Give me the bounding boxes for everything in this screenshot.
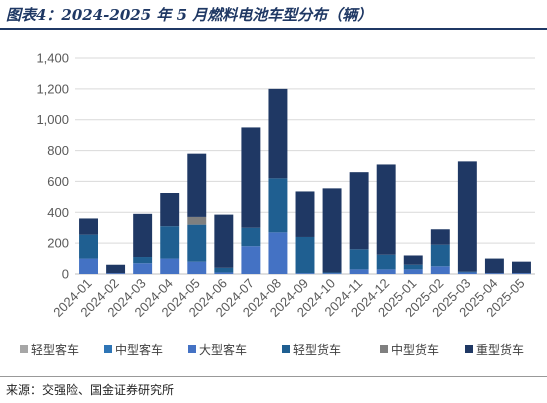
legend-swatch <box>380 345 388 353</box>
bar-segment <box>349 269 369 274</box>
bar-segment <box>484 258 504 274</box>
bar-segment <box>457 272 477 274</box>
bar-segment <box>133 263 153 274</box>
bar-segment <box>106 273 126 274</box>
y-tick-label: 1,400 <box>36 51 69 66</box>
legend-swatch <box>465 345 473 353</box>
legend-label: 大型客车 <box>199 342 247 357</box>
bar-segment <box>79 234 98 259</box>
y-tick-label: 400 <box>47 205 69 220</box>
bar-segment <box>268 88 288 179</box>
bar-segment <box>133 213 153 258</box>
bar-segment <box>187 216 207 225</box>
y-tick-label: 1,000 <box>36 112 69 127</box>
bar-segment <box>214 267 234 273</box>
bar-segment <box>241 127 261 228</box>
bar-segment <box>160 258 180 274</box>
bar-segment <box>457 161 477 272</box>
bar-segment <box>403 264 423 270</box>
bar-segment <box>133 257 153 264</box>
bar-segment <box>79 258 98 274</box>
legend-label: 中型客车 <box>115 342 163 357</box>
legend-swatch <box>104 345 112 353</box>
bar-segment <box>512 273 531 274</box>
bar-segment <box>376 254 396 270</box>
y-tick-label: 0 <box>62 267 69 282</box>
bar-segment <box>322 272 342 274</box>
bar-segment <box>430 266 450 274</box>
source-divider <box>0 376 547 377</box>
title-divider <box>0 28 547 30</box>
bar-segment <box>241 246 261 274</box>
bar-segment <box>322 188 342 273</box>
bar-segment <box>322 273 342 274</box>
legend-label: 轻型货车 <box>293 342 341 357</box>
legend-label: 轻型客车 <box>31 342 79 357</box>
bar-segment <box>79 218 98 235</box>
chart-title: 图表4：2024-2025 年 5 月燃料电池车型分布（辆） <box>6 6 373 24</box>
bar-segment <box>295 191 315 237</box>
bar-segment <box>268 178 288 233</box>
bar-segment <box>430 244 450 267</box>
bar-segment <box>484 273 504 274</box>
bar-segment <box>160 193 180 227</box>
source-note: 来源：交强险、国金证券研究所 <box>6 383 175 397</box>
legend-label: 重型货车 <box>476 342 524 357</box>
y-tick-label: 1,200 <box>36 81 69 96</box>
legend-swatch <box>282 345 290 353</box>
bar-segment <box>349 172 369 250</box>
y-tick-label: 200 <box>47 236 69 251</box>
y-tick-label: 600 <box>47 174 69 189</box>
bar-segment <box>214 214 234 268</box>
y-tick-label: 800 <box>47 143 69 158</box>
bar-segment <box>187 224 207 262</box>
bar-segment <box>403 269 423 274</box>
bar-segment <box>241 227 261 247</box>
bar-segment <box>512 261 531 274</box>
bar-segment <box>106 264 126 274</box>
bar-segment <box>295 273 315 274</box>
bar-segment <box>214 272 234 274</box>
legend-label: 中型货车 <box>391 342 439 357</box>
legend-swatch <box>20 345 28 353</box>
legend-swatch <box>188 345 196 353</box>
bar-segment <box>376 164 396 255</box>
bar-segment <box>457 271 477 273</box>
bar-segment <box>376 269 396 274</box>
bar-segment <box>160 226 180 259</box>
bar-segment <box>349 249 369 270</box>
bar-segment <box>187 153 207 217</box>
bar-segment <box>187 261 207 274</box>
bar-segment <box>268 232 288 274</box>
bar-segment <box>403 255 423 265</box>
bar-segment <box>295 236 315 274</box>
stacked-bar-chart: 02004006008001,0001,2001,4002024-012024-… <box>20 51 535 357</box>
bar-segment <box>430 229 450 245</box>
